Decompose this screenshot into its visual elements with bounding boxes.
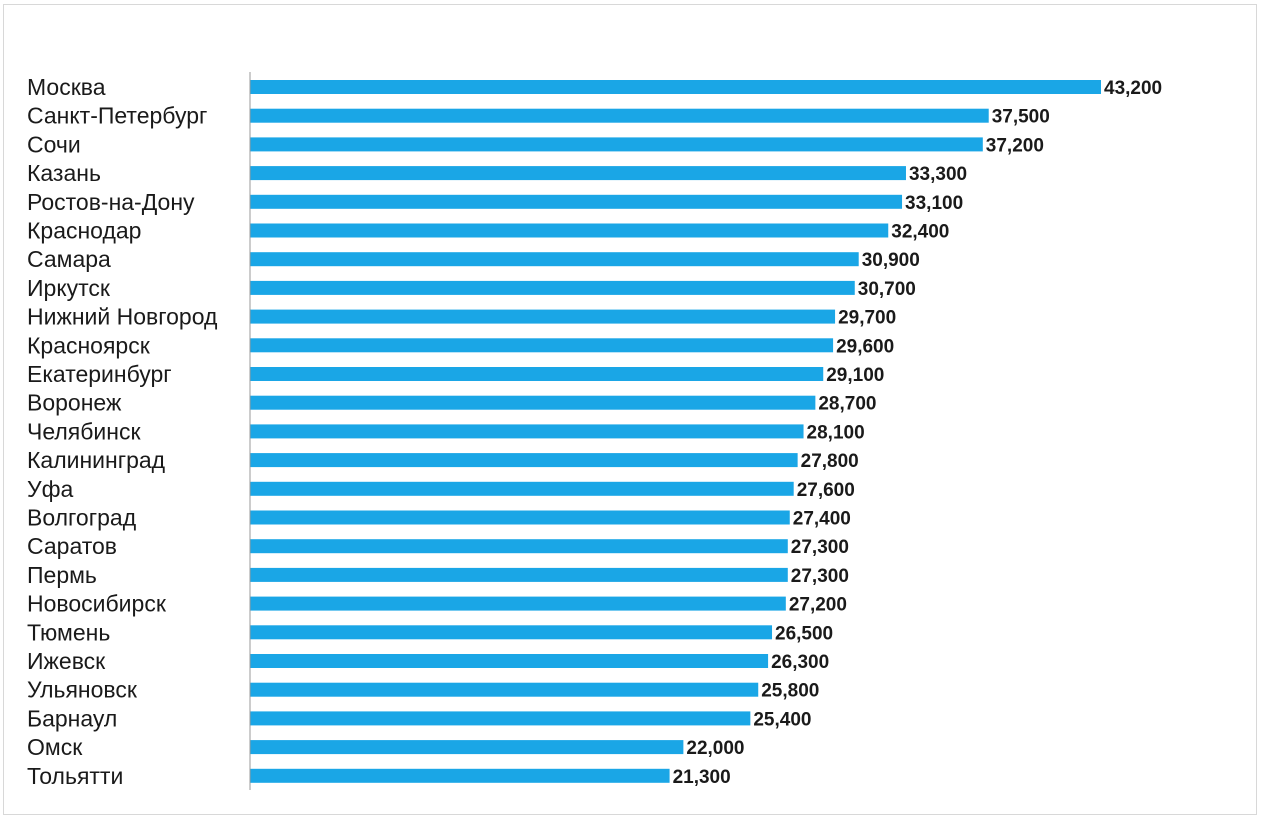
bar	[250, 740, 684, 755]
value-label: 25,800	[761, 681, 819, 702]
bar	[250, 539, 788, 554]
value-label: 28,100	[807, 422, 865, 443]
value-label: 29,700	[838, 308, 896, 329]
value-label: 30,700	[858, 279, 916, 300]
value-label: 27,600	[797, 480, 855, 501]
value-label: 28,700	[818, 394, 876, 415]
category-label: Тюмень	[27, 619, 110, 645]
value-label: 33,300	[909, 164, 967, 185]
value-label: 25,400	[753, 709, 811, 730]
category-label: Казань	[27, 160, 101, 186]
bar	[250, 453, 798, 468]
category-label: Краснодар	[27, 218, 141, 244]
category-label: Иркутск	[27, 275, 111, 301]
bar	[250, 711, 751, 726]
value-labels: 43,200 37,500 37,200 33,300 33,100 32,400 30,9…	[673, 78, 1163, 788]
category-label: Пермь	[27, 562, 97, 588]
category-label: Сочи	[27, 131, 81, 157]
value-label: 27,200	[789, 595, 847, 616]
category-label: Челябинск	[27, 418, 141, 444]
category-label: Новосибирск	[27, 591, 167, 617]
category-label: Уфа	[27, 476, 74, 502]
bar	[250, 596, 786, 611]
bar	[250, 338, 834, 353]
category-label: Санкт-Петербург	[27, 103, 207, 129]
category-label: Ижевск	[27, 648, 106, 674]
category-label: Самара	[27, 246, 111, 272]
bar	[250, 682, 759, 697]
value-label: 37,200	[986, 135, 1044, 156]
bar	[250, 80, 1101, 94]
bar	[250, 395, 816, 410]
value-label: 37,500	[992, 107, 1050, 128]
category-label: Ульяновск	[27, 677, 138, 703]
category-label: Воронеж	[27, 390, 122, 416]
bar	[250, 309, 836, 324]
bar	[250, 625, 773, 640]
bar	[250, 166, 906, 181]
category-label: Саратов	[27, 533, 117, 559]
value-label: 33,100	[905, 193, 963, 214]
bars	[250, 80, 1101, 783]
value-label: 30,900	[862, 250, 920, 271]
value-label: 26,300	[771, 652, 829, 673]
value-label: 29,100	[826, 365, 884, 386]
category-label: Волгоград	[27, 505, 137, 531]
value-label: 27,300	[791, 537, 849, 558]
value-label: 29,600	[836, 336, 894, 357]
category-label: Екатеринбург	[27, 361, 172, 387]
category-label: Москва	[27, 74, 106, 100]
category-label: Барнаул	[27, 705, 117, 731]
value-label: 22,000	[686, 738, 744, 759]
bar	[250, 654, 769, 668]
bar	[250, 424, 804, 439]
value-label: 27,300	[791, 566, 849, 587]
bar	[250, 367, 824, 381]
value-label: 43,200	[1104, 78, 1162, 99]
bar	[250, 567, 788, 582]
bar	[250, 194, 903, 209]
value-label: 27,400	[793, 509, 851, 530]
category-label: Красноярск	[27, 332, 151, 358]
bar	[250, 223, 889, 238]
bar	[250, 137, 983, 152]
value-label: 27,800	[801, 451, 859, 472]
value-label: 21,300	[673, 767, 731, 788]
bar	[250, 768, 670, 783]
bar	[250, 280, 855, 295]
bar	[250, 510, 790, 525]
category-label: Омск	[27, 734, 83, 760]
bar	[250, 481, 794, 496]
bar	[250, 252, 859, 267]
bar	[250, 108, 989, 123]
category-label: Калининград	[27, 447, 166, 473]
value-label: 32,400	[891, 222, 949, 243]
category-label: Тольятти	[27, 763, 123, 789]
category-label: Нижний Новгород	[27, 304, 218, 330]
value-label: 26,500	[775, 623, 833, 644]
category-label: Ростов-на-Дону	[27, 189, 195, 215]
